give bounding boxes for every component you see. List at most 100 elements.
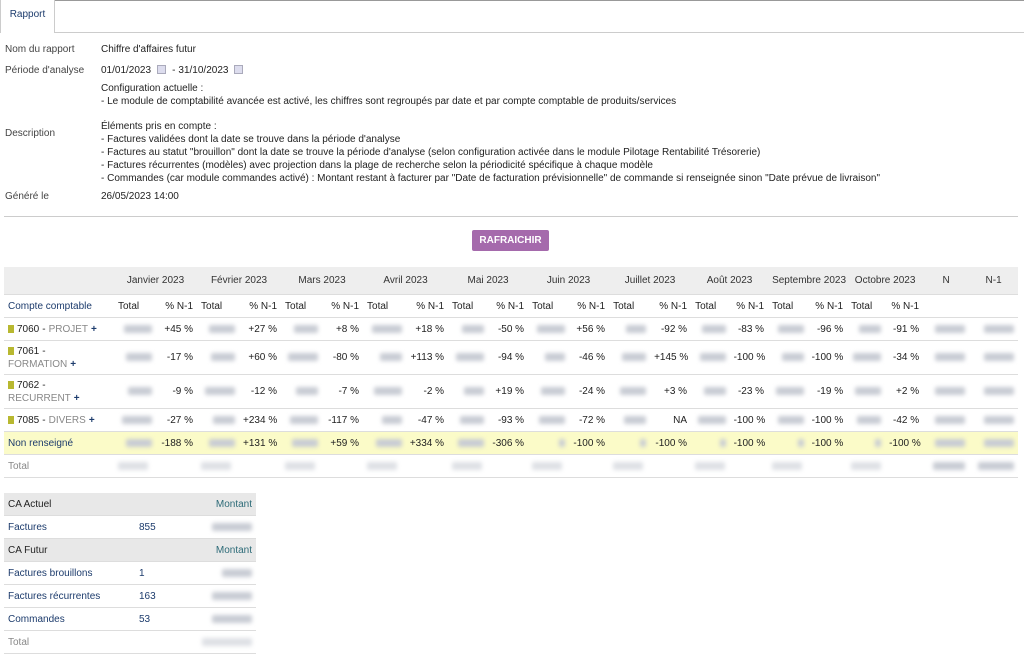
blurred-amount <box>969 454 1019 478</box>
pct: NA <box>650 408 692 432</box>
blurred-value <box>719 438 726 447</box>
blurred-value <box>640 438 647 447</box>
blurred-value <box>626 324 647 333</box>
pct: +8 % <box>322 317 364 341</box>
blurred-value <box>296 387 319 396</box>
blurred-value <box>294 324 319 333</box>
blurred-amount <box>923 317 970 341</box>
date: 01/01/2023 <box>101 65 152 76</box>
blurred-total <box>281 454 364 478</box>
cell <box>923 294 970 318</box>
pct: -117 % <box>322 408 364 432</box>
blurred-value <box>381 415 402 424</box>
label: Commandes <box>4 607 135 631</box>
blurred-amount <box>923 374 970 409</box>
blurred-amount <box>969 340 1019 375</box>
blurred-value <box>935 387 966 396</box>
blurred-value <box>697 415 726 424</box>
blurred-value <box>857 415 882 424</box>
account-icon <box>8 324 14 333</box>
header: CA Futur <box>4 538 135 562</box>
blurred-amount <box>114 374 156 409</box>
config-line: Configuration actuelle : <box>101 83 204 94</box>
header-cell: % N-1 <box>488 294 529 318</box>
blurred-amount <box>969 374 1019 409</box>
blurred-value <box>797 438 804 447</box>
blurred-amount <box>448 374 489 409</box>
header-cell: Compte comptable <box>4 294 114 318</box>
blurred-amount <box>197 374 240 409</box>
blurred-total <box>114 454 198 478</box>
blurred-amount <box>847 431 886 455</box>
pct: -27 % <box>155 408 198 432</box>
pct: -50 % <box>488 317 529 341</box>
pct: +19 % <box>488 374 529 409</box>
header-cell: % N-1 <box>885 294 924 318</box>
blurred-amount <box>528 408 569 432</box>
refresh-button[interactable]: RAFRAICHIR <box>472 230 549 251</box>
blurred-value <box>935 415 966 424</box>
blurred-value <box>371 324 402 333</box>
pct: +59 % <box>322 431 364 455</box>
header-cell: Total <box>609 294 651 318</box>
blurred-value <box>978 461 1015 470</box>
blurred-amount <box>448 317 489 341</box>
tab[interactable]: Rapport <box>0 0 55 33</box>
account-icon <box>8 415 14 424</box>
blurred-amount <box>281 374 323 409</box>
pct: -100 % <box>807 340 848 375</box>
row: Total <box>4 630 256 654</box>
expand[interactable]: + <box>91 323 97 335</box>
blurred-amount <box>691 340 730 375</box>
month-header: Juillet 2023 <box>609 267 692 295</box>
cell <box>135 538 185 562</box>
header-cell: % N-1 <box>155 294 198 318</box>
expand[interactable]: + <box>73 392 80 404</box>
blurred-amount <box>114 431 156 455</box>
blurred-value <box>933 461 966 470</box>
tab-bar <box>0 0 1024 33</box>
blurred-amount <box>969 431 1019 455</box>
label: Total <box>4 454 114 478</box>
row: Factures récurrentes 163 <box>4 584 256 608</box>
blurred-amount <box>609 340 651 375</box>
blurred-value <box>875 438 882 447</box>
blurred-value <box>373 387 402 396</box>
count: 1 <box>135 561 185 585</box>
pct: -100 % <box>807 408 848 432</box>
amount <box>185 584 256 608</box>
pct: -188 % <box>155 431 198 455</box>
expand[interactable]: + <box>88 414 95 426</box>
header-cell: % N-1 <box>568 294 610 318</box>
blurred-value <box>536 324 565 333</box>
blurred-amount <box>609 374 651 409</box>
blurred-value <box>458 438 485 447</box>
calendar-icon[interactable] <box>234 65 244 74</box>
label: Description <box>5 128 56 139</box>
calendar-icon[interactable] <box>157 65 167 74</box>
label: Total <box>4 630 135 654</box>
pct: +2 % <box>885 374 924 409</box>
pct: -12 % <box>239 374 282 409</box>
pct: +18 % <box>405 317 449 341</box>
blurred-amount <box>691 408 730 432</box>
amount <box>185 515 256 539</box>
blurred-total <box>528 454 610 478</box>
account-code: 7060 <box>17 323 40 335</box>
sep: - <box>42 379 46 391</box>
blurred-value <box>984 387 1015 396</box>
blurred-amount <box>197 317 240 341</box>
amount <box>185 630 256 654</box>
pct: -23 % <box>729 374 769 409</box>
expand[interactable]: + <box>70 358 77 370</box>
value: Chiffre d'affaires futur <box>101 44 196 55</box>
blurred-value <box>544 353 565 362</box>
blurred-amount <box>281 431 323 455</box>
label: Nom du rapport <box>5 44 75 55</box>
header-cell: Total <box>847 294 886 318</box>
header-cell: Total <box>528 294 569 318</box>
blurred-amount <box>969 317 1019 341</box>
desc-line: - Factures récurrentes (modèles) avec pr… <box>101 160 653 171</box>
month-header: Septembre 2023 <box>768 267 848 295</box>
pct: -83 % <box>729 317 769 341</box>
